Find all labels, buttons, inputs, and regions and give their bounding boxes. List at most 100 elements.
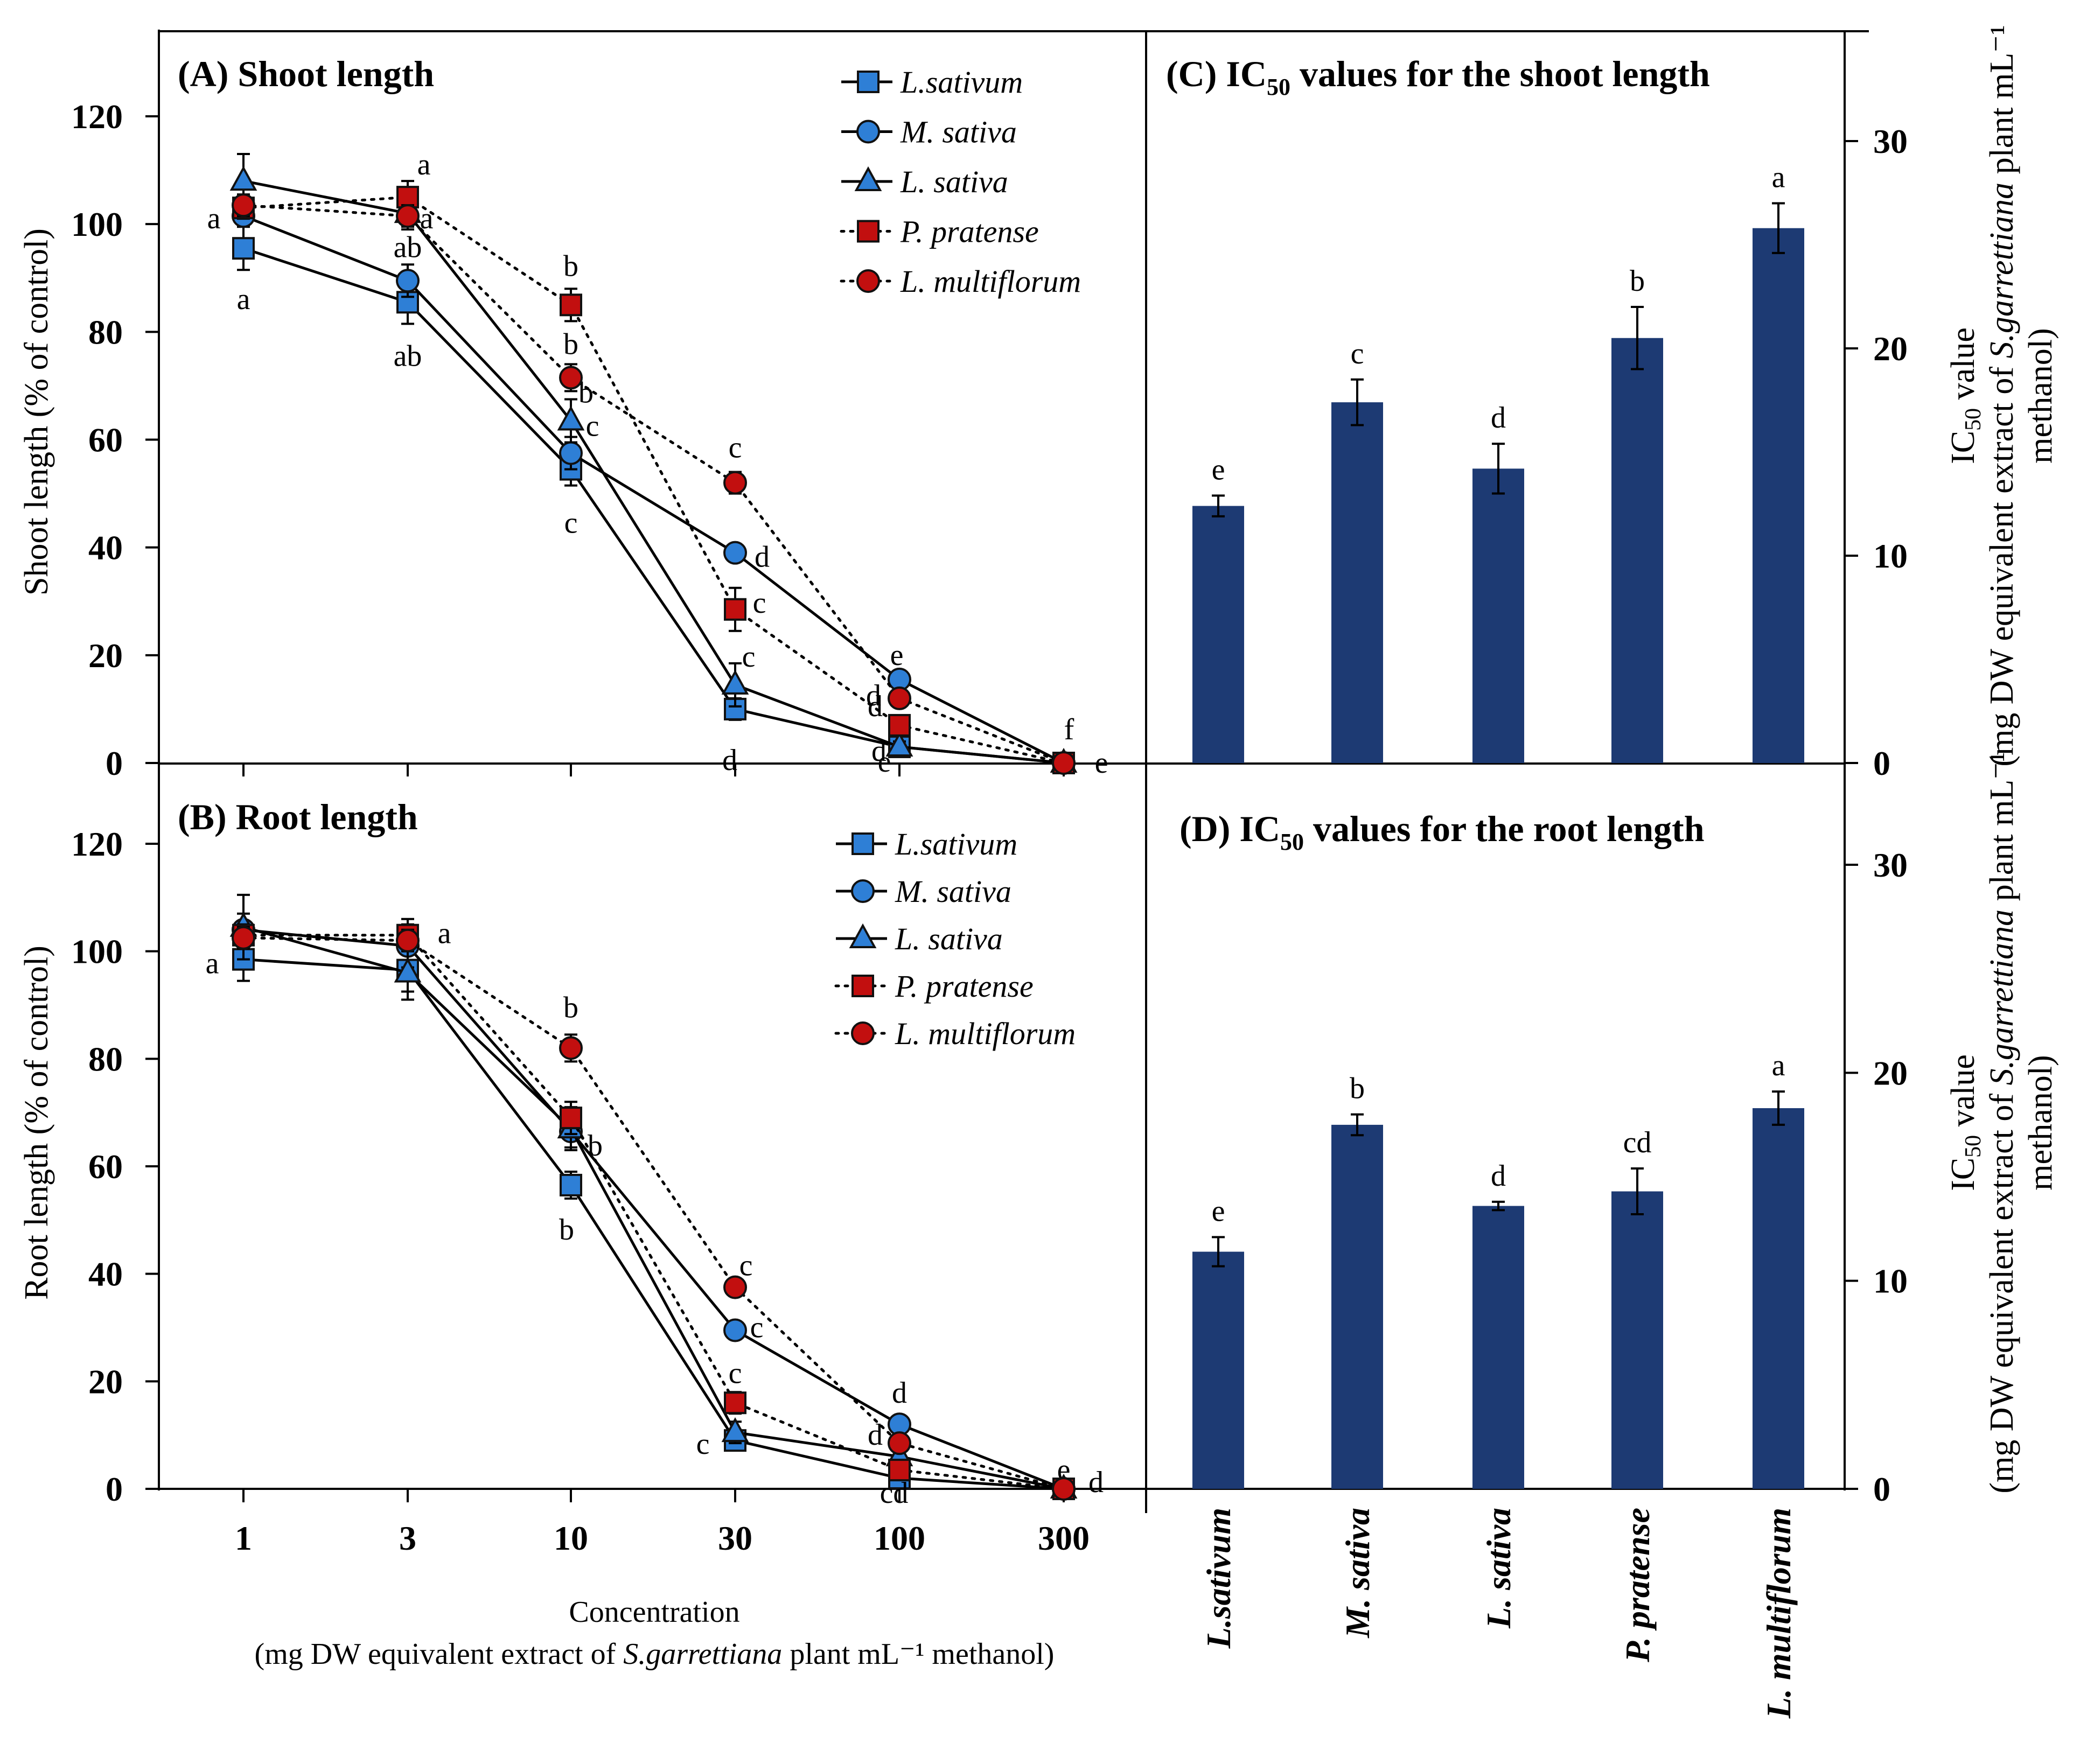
panel-a-data-point — [396, 186, 419, 209]
panel-a-series-line — [242, 204, 1065, 765]
panel-d-ylabel-sub: 50 — [1961, 1135, 1986, 1158]
x-axis-sublabel-prefix: (mg DW equivalent extract of — [255, 1637, 624, 1671]
legend-label: L.sativum — [900, 65, 1023, 100]
panel-a-significance-letter: c — [753, 586, 766, 620]
legend-marker — [857, 71, 880, 93]
panel-a-significance-letter: a — [417, 148, 431, 181]
panel-b-series-line — [243, 958, 1064, 1490]
panel-c-ylabel-line3: methanol) — [2022, 328, 2059, 463]
panel-a-significance-letter: a — [237, 283, 250, 316]
panel-a-significance-letter: e — [878, 745, 891, 779]
legend-marker — [854, 166, 882, 191]
panel-b-data-point — [232, 926, 255, 950]
panel-b-ytick-label: 0 — [106, 1470, 123, 1508]
legend-marker — [856, 120, 880, 144]
panel-c-ylabel-value: value — [1945, 327, 1981, 408]
panel-d-bar — [1753, 1108, 1804, 1489]
panel-d-bar — [1472, 1206, 1524, 1489]
panel-d-title-suffix: values for the root length — [1304, 808, 1705, 849]
panel-b-significance-letter: c — [739, 1249, 753, 1283]
legend-label: P. pratense — [900, 214, 1039, 249]
panel-a-significance-letter: a — [207, 202, 221, 235]
panel-b-data-point — [888, 1431, 911, 1455]
panel-a-significance-letter: e — [1095, 746, 1108, 780]
panel-a-data-point — [557, 405, 585, 431]
panel-a-significance-letter: a — [420, 202, 434, 235]
line-x-tick-labels: 1 3 10 30 100 300 — [235, 1519, 1090, 1557]
panel-b-ytick-label: 40 — [88, 1255, 123, 1293]
panel-a-data-point — [888, 713, 911, 737]
x-axis-label: Concentration — [569, 1595, 739, 1629]
x-axis-sublabel: (mg DW equivalent extract of S.garrettia… — [255, 1637, 1055, 1671]
panel-d-plot: 0 10 20 30 e b d cd a — [1192, 846, 1908, 1508]
panel-a-data-point — [560, 293, 582, 317]
panel-b-significance-letter: d — [892, 1376, 907, 1410]
panel-b-significance-letter: b — [588, 1129, 603, 1163]
panel-b-data-point — [888, 1459, 911, 1482]
panel-d-ylabel-ic: IC — [1945, 1158, 1981, 1191]
panel-d-bar — [1611, 1191, 1663, 1489]
panel-a-data-point — [885, 731, 913, 757]
panel-d-ylabel: IC50 value (mg DW equivalent extract of … — [1945, 752, 2059, 1493]
panel-d-ylabel-line3: methanol) — [2022, 1055, 2059, 1190]
x-tick-label: 1 — [235, 1519, 252, 1557]
panel-a-series-line — [243, 247, 1064, 765]
legend-label: L. multiflorum — [900, 264, 1081, 299]
panel-a-ytick-label: 80 — [88, 313, 123, 351]
panel-a-significance-letter: d — [722, 744, 737, 777]
panel-a-series-line — [243, 179, 1064, 765]
panel-b-significance-letter: c — [729, 1356, 742, 1390]
panel-b-significance-letter: c — [750, 1311, 764, 1344]
panel-b-ytick-label: 100 — [71, 933, 123, 971]
panel-c-plot: 0 10 20 30 e c d b a — [1192, 122, 1908, 782]
x-tick-label: 3 — [399, 1519, 416, 1557]
x-axis-sublabel-italic: S.garrettiana — [623, 1637, 782, 1671]
x-axis-sublabel-suffix: plant mL⁻¹ methanol) — [782, 1637, 1054, 1671]
panel-c-ytick-label: 10 — [1873, 537, 1908, 575]
bar-category-label: L. multiflorum — [1760, 1508, 1798, 1719]
panel-b-data-point — [560, 1107, 582, 1130]
panel-a-data-point — [229, 165, 257, 191]
panel-a-data-point — [888, 686, 911, 710]
panel-a-significance-letter: d — [868, 690, 883, 723]
legend-label: P. pratense — [895, 969, 1034, 1004]
panel-c-title-sub: 50 — [1267, 74, 1290, 100]
panel-a-ytick-label: 40 — [88, 529, 123, 567]
panel-c-ylabel-line1: IC50 value — [1945, 327, 1986, 464]
panel-a-significance-letter: c — [586, 410, 599, 443]
panel-b-significance-letter: b — [559, 1213, 574, 1247]
panel-b-legend: L.sativum M. sativa L. sativa P. pratense L.… — [834, 827, 1076, 1051]
bar-category-label: M. sativa — [1338, 1508, 1377, 1639]
panel-b-data-point — [559, 1036, 583, 1060]
legend-marker — [851, 832, 874, 855]
panel-c-significance-letter: e — [1212, 453, 1225, 486]
panel-a-data-point — [232, 193, 255, 218]
panel-d-significance-letter: cd — [1623, 1126, 1652, 1159]
panel-a-data-point — [724, 598, 746, 621]
panel-a-significance-letter: d — [755, 541, 770, 574]
panel-a-significance-letter: b — [563, 327, 578, 361]
panel-a-significance-letter: b — [563, 249, 578, 283]
panel-c-title-suffix: values for the shoot length — [1290, 53, 1710, 94]
panel-c-ylabel-line2-italic: S.garrettiana — [1984, 183, 2020, 359]
panel-c-bar — [1331, 402, 1383, 763]
panel-c-ylabel-sub: 50 — [1961, 408, 1986, 431]
panel-b-ytick-label: 80 — [88, 1040, 123, 1078]
panel-c-ytick-label: 30 — [1873, 122, 1908, 160]
x-tick-label: 100 — [874, 1519, 925, 1557]
legend-label: L. multiflorum — [895, 1016, 1076, 1051]
panel-a-significance-letter: e — [890, 639, 904, 672]
legend-label: L. sativa — [895, 921, 1003, 956]
panel-a-data-point — [1052, 751, 1076, 775]
panel-c-bar — [1611, 338, 1663, 763]
panel-b-series-line — [242, 936, 1065, 1490]
panel-b-series-l-multiflorum: b c d — [232, 926, 1076, 1501]
panel-a-series-line — [243, 214, 1065, 765]
panel-a-ytick-label: 60 — [88, 421, 123, 459]
legend-marker — [851, 975, 874, 997]
panel-b-series-line — [243, 926, 1064, 1490]
panel-b-series-p-pratense: a c d — [232, 917, 1104, 1500]
panel-a-significance-letter: c — [564, 507, 578, 540]
